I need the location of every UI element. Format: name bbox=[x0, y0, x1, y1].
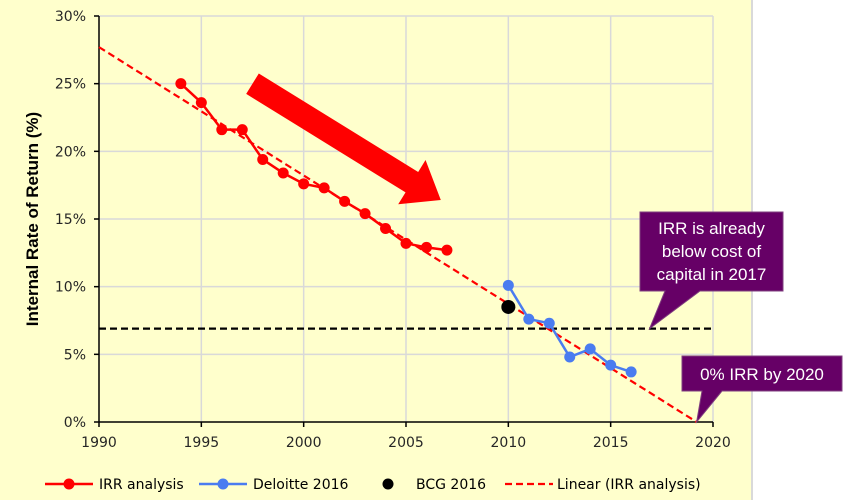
irr-analysis-point bbox=[420, 241, 432, 253]
legend: IRR analysis Deloitte 2016 BCG 2016 Linear … bbox=[45, 477, 701, 493]
y-tick-label: 5% bbox=[64, 347, 86, 363]
y-tick-label: 15% bbox=[55, 212, 86, 228]
x-tick-label: 2015 bbox=[593, 435, 629, 451]
legend-marker-deloitte-2016 bbox=[217, 478, 229, 490]
deloitte-2016-point bbox=[523, 313, 535, 325]
callout-text-line: IRR is already bbox=[658, 219, 765, 238]
irr-analysis-point bbox=[318, 182, 330, 194]
callouts: IRR is already below cost of capital in 20… bbox=[639, 211, 843, 424]
x-tick-label: 2000 bbox=[286, 435, 322, 451]
irr-analysis-point bbox=[277, 167, 289, 179]
irr-analysis-point bbox=[400, 237, 412, 249]
legend-marker-irr-analysis bbox=[63, 478, 75, 490]
deloitte-2016-point bbox=[625, 366, 637, 378]
irr-analysis-point bbox=[175, 78, 187, 90]
irr-analysis-point bbox=[298, 178, 310, 190]
y-axis-title: Internal Rate of Return (%) bbox=[23, 112, 42, 326]
y-tick-label: 25% bbox=[55, 77, 86, 93]
y-tick-label: 10% bbox=[55, 280, 86, 296]
downward-trend-arrow-group bbox=[246, 73, 441, 205]
irr-analysis-point bbox=[236, 124, 248, 136]
deloitte-2016-point bbox=[564, 351, 576, 363]
y-tick-label: 0% bbox=[64, 415, 86, 431]
legend-label-deloitte-2016: Deloitte 2016 bbox=[253, 477, 349, 493]
irr-analysis-point bbox=[257, 153, 269, 165]
x-tick-label: 2020 bbox=[695, 435, 731, 451]
callout-text-line: 0% IRR by 2020 bbox=[700, 365, 824, 384]
deloitte-2016-point bbox=[502, 279, 514, 291]
legend-label-bcg-2016: BCG 2016 bbox=[416, 477, 486, 493]
irr-analysis-point bbox=[359, 208, 371, 220]
x-tick-label: 2005 bbox=[388, 435, 424, 451]
legend-marker-bcg-2016 bbox=[382, 478, 394, 490]
deloitte-2016-point bbox=[584, 343, 596, 355]
irr-analysis-point bbox=[195, 97, 207, 109]
irr-analysis-point bbox=[339, 195, 351, 207]
deloitte-2016-point bbox=[543, 317, 555, 329]
callout-text-line: below cost of bbox=[662, 242, 761, 261]
bcg-2016-point bbox=[501, 299, 516, 314]
x-tick-labels: 1990 1995 2000 2005 2010 2015 2020 bbox=[81, 435, 731, 451]
axes bbox=[94, 15, 714, 427]
y-tick-labels: 0% 5% 10% 15% 20% 25% 30% bbox=[55, 9, 86, 431]
x-tick-label: 1990 bbox=[81, 435, 117, 451]
legend-label-linear-irr-analysis: Linear (IRR analysis) bbox=[557, 477, 701, 493]
callout-box-cost-of-capital bbox=[639, 211, 784, 331]
deloitte-2016-point bbox=[605, 359, 617, 371]
legend-label-irr-analysis: IRR analysis bbox=[99, 477, 184, 493]
linear-irr-analysis-trendline bbox=[98, 46, 698, 423]
y-tick-label: 20% bbox=[55, 144, 86, 160]
chart-background bbox=[0, 0, 752, 500]
downward-trend-arrow bbox=[246, 73, 441, 205]
x-tick-label: 2010 bbox=[491, 435, 527, 451]
series-group bbox=[98, 46, 698, 423]
callout-box-zero-irr bbox=[681, 355, 843, 424]
callout-text-line: capital in 2017 bbox=[657, 265, 767, 284]
irr-analysis-point bbox=[216, 124, 228, 136]
y-tick-label: 30% bbox=[55, 9, 86, 25]
x-tick-label: 1995 bbox=[184, 435, 220, 451]
irr-analysis-point bbox=[380, 222, 392, 234]
irr-analysis-point bbox=[441, 244, 453, 256]
